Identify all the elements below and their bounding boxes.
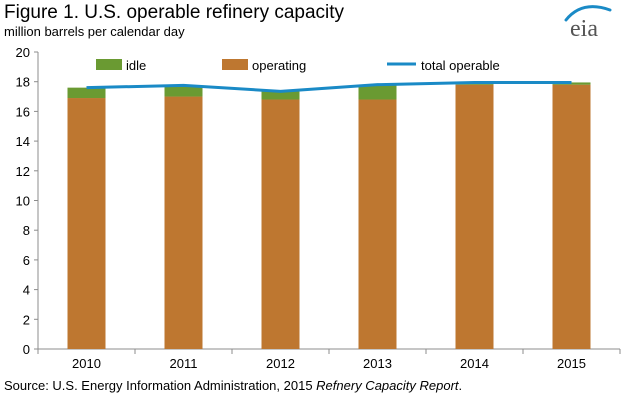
bar-operating-2012 (261, 99, 300, 350)
source-note: Source: U.S. Energy Information Administ… (4, 378, 462, 393)
x-tick-label: 2012 (266, 356, 295, 371)
x-tick-label: 2015 (557, 356, 586, 371)
source-prefix: Source: U.S. Energy Information Administ… (4, 378, 317, 393)
bar-operating-2015 (552, 84, 591, 350)
legend-swatch-operating (222, 59, 248, 70)
series-line-total-operable (86, 80, 572, 93)
y-tick-label: 4 (23, 283, 30, 298)
y-tick-label: 0 (23, 342, 30, 357)
y-tick-label: 20 (16, 45, 30, 60)
eia-logo-arc (564, 5, 612, 22)
legend-label-total-operable: total operable (421, 58, 500, 73)
bar-idle-2012 (261, 91, 300, 100)
y-tick-label: 10 (16, 194, 30, 209)
bar-idle-2010 (67, 87, 106, 99)
bar-idle-2011 (164, 86, 203, 97)
y-tick-label: 8 (23, 223, 30, 238)
legend-label-idle: idle (126, 58, 146, 73)
chart-subtitle: million barrels per calendar day (4, 24, 185, 39)
bar-operating-2011 (164, 96, 203, 349)
x-tick-label: 2014 (460, 356, 489, 371)
x-tick-label: 2010 (72, 356, 101, 371)
source-report-title: Refnery Capacity Report (316, 378, 459, 393)
legend: idle operating total operable (96, 58, 500, 73)
legend-label-operating: operating (252, 58, 306, 73)
x-tick-label: 2011 (170, 356, 198, 371)
y-tick-label: 6 (23, 253, 30, 268)
legend-swatch-idle (96, 59, 122, 70)
bar-operating-2013 (358, 99, 397, 350)
y-tick-label: 16 (16, 104, 30, 119)
bar-operating-2010 (67, 98, 106, 349)
chart-title: Figure 1. U.S. operable refinery capacit… (4, 2, 345, 23)
eia-logo-text: eia (570, 16, 598, 42)
x-tick-label: 2013 (363, 356, 392, 371)
bar-operating-2014 (455, 84, 494, 350)
eia-logo: eia (564, 5, 612, 42)
y-tick-label: 2 (23, 312, 30, 327)
y-tick-label: 12 (16, 164, 30, 179)
y-tick-label: 14 (16, 134, 30, 149)
y-tick-label: 18 (16, 75, 30, 90)
bar-idle-2013 (358, 84, 397, 100)
bars (67, 82, 591, 350)
lines (86, 80, 572, 93)
axes: 0 2 4 6 8 10 12 14 16 18 20 2010 2011 2012 2013 2014 201… (16, 45, 621, 371)
source-suffix: . (458, 378, 463, 393)
